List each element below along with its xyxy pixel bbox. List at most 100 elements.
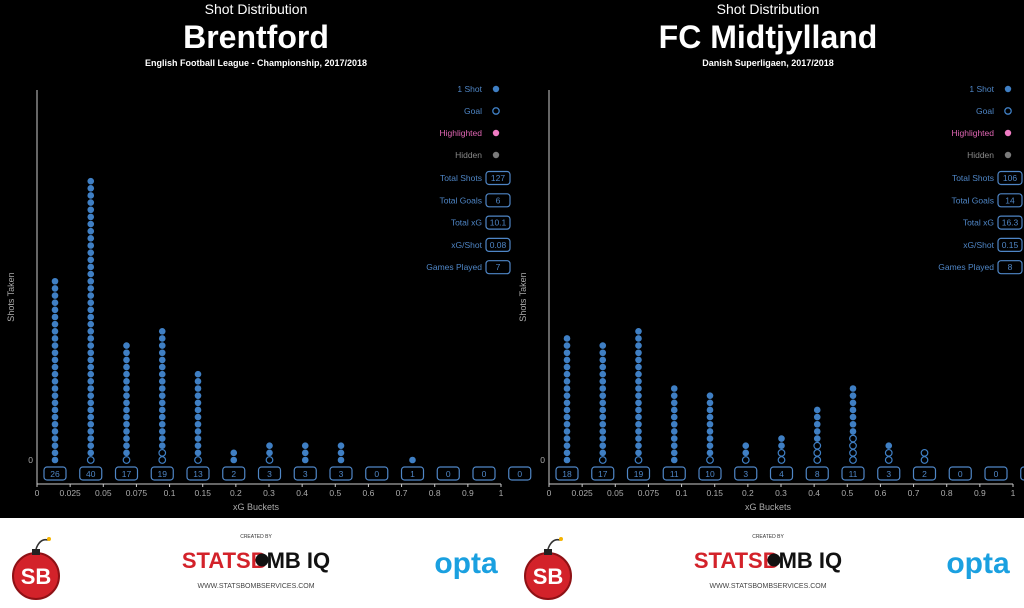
shot-dot — [194, 449, 202, 457]
bucket-count-box — [257, 466, 282, 481]
x-tick-label: 0.3 — [263, 488, 275, 498]
shot-dot — [670, 449, 678, 457]
bucket-count-box — [79, 466, 103, 481]
shot-dot — [599, 442, 607, 450]
shot-dot — [849, 420, 857, 428]
shot-dot — [849, 406, 857, 414]
x-tick-label: 1 — [1011, 488, 1016, 498]
statsbomb-iq-wordmark: STATSBMB IQ — [182, 548, 330, 573]
statsbomb-logo-text: SB — [21, 564, 52, 589]
shot-dot — [51, 428, 59, 435]
x-tick-label: 0 — [35, 488, 40, 498]
bucket-count-label: 10 — [705, 469, 715, 479]
goal-dot — [849, 434, 857, 443]
shot-dot — [158, 328, 166, 335]
shot-dot — [51, 378, 59, 385]
shot-dot — [563, 449, 571, 457]
shot-dot — [813, 413, 821, 421]
goal-dot — [598, 456, 607, 464]
bucket-count-label: 2 — [231, 469, 236, 479]
bucket-count-label: 40 — [86, 469, 96, 479]
goal-dot — [813, 456, 822, 464]
shot-dot — [87, 428, 95, 435]
shot-dot — [635, 449, 642, 457]
shot-dot — [87, 335, 95, 342]
legend-one-shot-label: 1 Shot — [457, 84, 482, 94]
chart-title: FC Midtjylland — [659, 19, 878, 55]
goal-dot — [741, 456, 750, 464]
shot-dot — [194, 428, 202, 435]
bucket-count-box — [984, 466, 1008, 481]
stat-value-games_played: 8 — [1008, 262, 1013, 272]
bucket-count-box — [114, 466, 139, 481]
stat-box-total_shots — [997, 170, 1023, 186]
bucket-count-label: 8 — [815, 469, 820, 479]
shot-dot — [635, 342, 642, 349]
bucket-count-box — [948, 466, 972, 481]
bucket-count-box — [329, 466, 353, 481]
shot-dot — [87, 385, 95, 392]
shot-dot — [194, 406, 202, 414]
shot-dot — [194, 413, 202, 421]
shot-dot — [635, 435, 642, 442]
shot-dot — [51, 435, 59, 442]
shot-dot — [563, 442, 571, 450]
bucket-count-box — [1020, 466, 1024, 481]
bomb-fuse — [547, 538, 561, 550]
shot-dot — [635, 335, 642, 342]
shot-dot — [337, 442, 345, 450]
chart-title: Brentford — [183, 19, 329, 55]
x-tick-label: 0.05 — [95, 488, 112, 498]
shot-dot — [706, 449, 714, 457]
bucket-count-label: 0 — [517, 469, 522, 479]
shot-dot — [51, 392, 59, 399]
shot-dot — [158, 349, 166, 357]
bucket-count-label: 0 — [374, 469, 379, 479]
bucket-count-box — [841, 466, 865, 481]
bucket-count-box — [293, 466, 317, 481]
shot-dot — [599, 449, 607, 457]
shot-dot — [194, 385, 202, 392]
shot-dot — [813, 420, 821, 428]
x-axis-label: xG Buckets — [233, 502, 280, 512]
legend-goal-label: Goal — [464, 106, 482, 116]
bucket-count-label: 17 — [598, 469, 608, 479]
legend-one-shot-label: 1 Shot — [969, 84, 994, 94]
panel-right: Shot Distribution FC Midtjylland Danish Su… — [518, 1, 1024, 512]
shot-dot — [599, 406, 607, 414]
shot-dot — [87, 342, 95, 349]
statsbomb-iq-wordmark: STATSBMB IQ — [694, 548, 842, 573]
bucket-count-label: 0 — [446, 469, 451, 479]
shot-dot — [670, 392, 678, 399]
stat-value-xg_per_shot: 0.08 — [490, 240, 507, 250]
goal-dot — [265, 456, 274, 464]
legend-hidden-dot — [492, 151, 500, 159]
shot-dot — [194, 378, 202, 385]
x-tick-label: 1 — [499, 488, 504, 498]
shot-dot — [87, 235, 95, 242]
shot-dot — [51, 299, 59, 307]
x-tick-label: 0 — [547, 488, 552, 498]
goal-dot — [86, 456, 95, 464]
goal-dot — [920, 456, 929, 464]
statsbomb-ball-logo — [13, 553, 59, 599]
shot-dot — [158, 392, 166, 399]
shot-dot — [599, 428, 607, 435]
shot-dot — [778, 435, 785, 442]
footer-left: SB CREATED BY STATSBMB IQ WWW.STATSBOMBSERV… — [12, 534, 498, 600]
created-by-label: CREATED BY — [752, 534, 784, 540]
bucket-count-label: 11 — [670, 469, 679, 479]
shot-dot — [230, 449, 238, 457]
legend-highlighted-label: Highlighted — [439, 128, 482, 138]
goal-dot — [706, 456, 714, 464]
legend-highlighted-dot — [492, 129, 500, 137]
brand-dark-part: MB IQ — [267, 548, 331, 573]
shot-dot — [158, 428, 166, 435]
shot-dot — [51, 420, 59, 428]
bucket-count-box — [698, 466, 722, 481]
legend-one-shot-dot — [492, 85, 500, 93]
shot-dot — [599, 413, 607, 421]
chart-supertitle: Shot Distribution — [717, 1, 820, 17]
shot-dot — [563, 378, 571, 385]
